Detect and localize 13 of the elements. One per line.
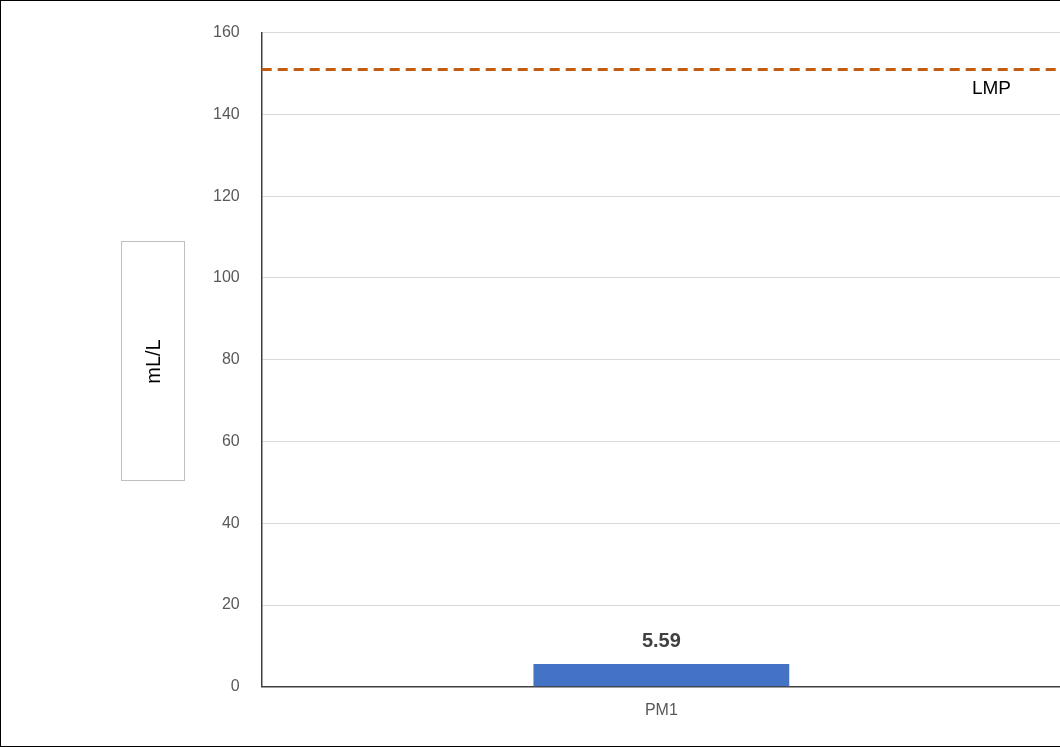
y-tick-label: 140: [212, 104, 240, 122]
y-tick-label: 40: [221, 513, 240, 531]
y-tick-label: 160: [212, 23, 240, 41]
y-tick-label: 120: [212, 186, 240, 204]
y-tick-label: 80: [221, 350, 240, 368]
y-tick-label: 20: [221, 595, 240, 613]
y-tick-label: 60: [221, 431, 240, 449]
ref-line-label: LMP: [971, 77, 1011, 99]
y-tick-label: 0: [230, 677, 240, 695]
x-tick-label: PM1: [644, 700, 678, 718]
y-axis-title: mL/L: [141, 338, 165, 384]
data-label: 5.59: [641, 629, 681, 652]
y-tick-label: 100: [212, 268, 240, 286]
